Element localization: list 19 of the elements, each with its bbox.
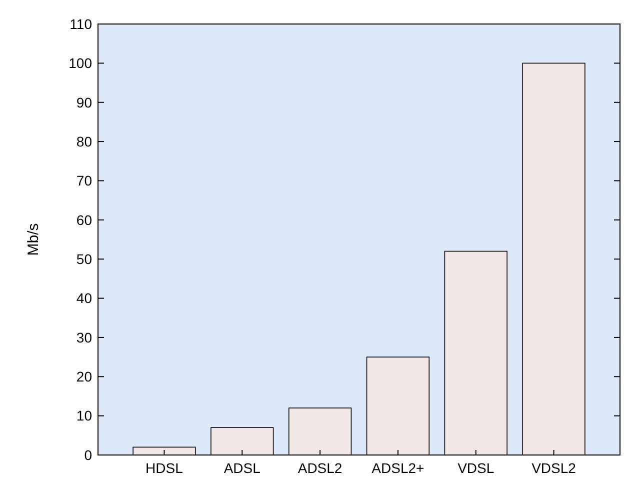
y-tick-label: 90 [76,94,92,110]
y-tick-label: 70 [76,172,92,189]
y-axis-title: Mb/s [25,223,42,256]
y-tick-label: 10 [76,408,92,424]
y-tick-label: 80 [76,133,92,150]
y-tick-label: 40 [76,290,92,306]
y-tick-label: 20 [76,368,92,385]
x-tick-label: ADSL2+ [372,460,424,476]
y-tick-label: 50 [76,250,92,267]
y-tick-label: 110 [70,16,92,32]
y-tick-label: 30 [76,329,92,346]
x-tick-label: ADSL2 [298,460,342,476]
x-tick-label: VDSL [458,460,494,476]
y-tick-label: 0 [84,446,92,463]
y-tick-label: 100 [68,55,92,72]
x-tick-label: ADSL [224,460,261,476]
y-tick-label: 60 [76,212,92,228]
x-tick-label: VDSL2 [532,460,576,476]
x-tick-label: HDSL [146,460,184,476]
